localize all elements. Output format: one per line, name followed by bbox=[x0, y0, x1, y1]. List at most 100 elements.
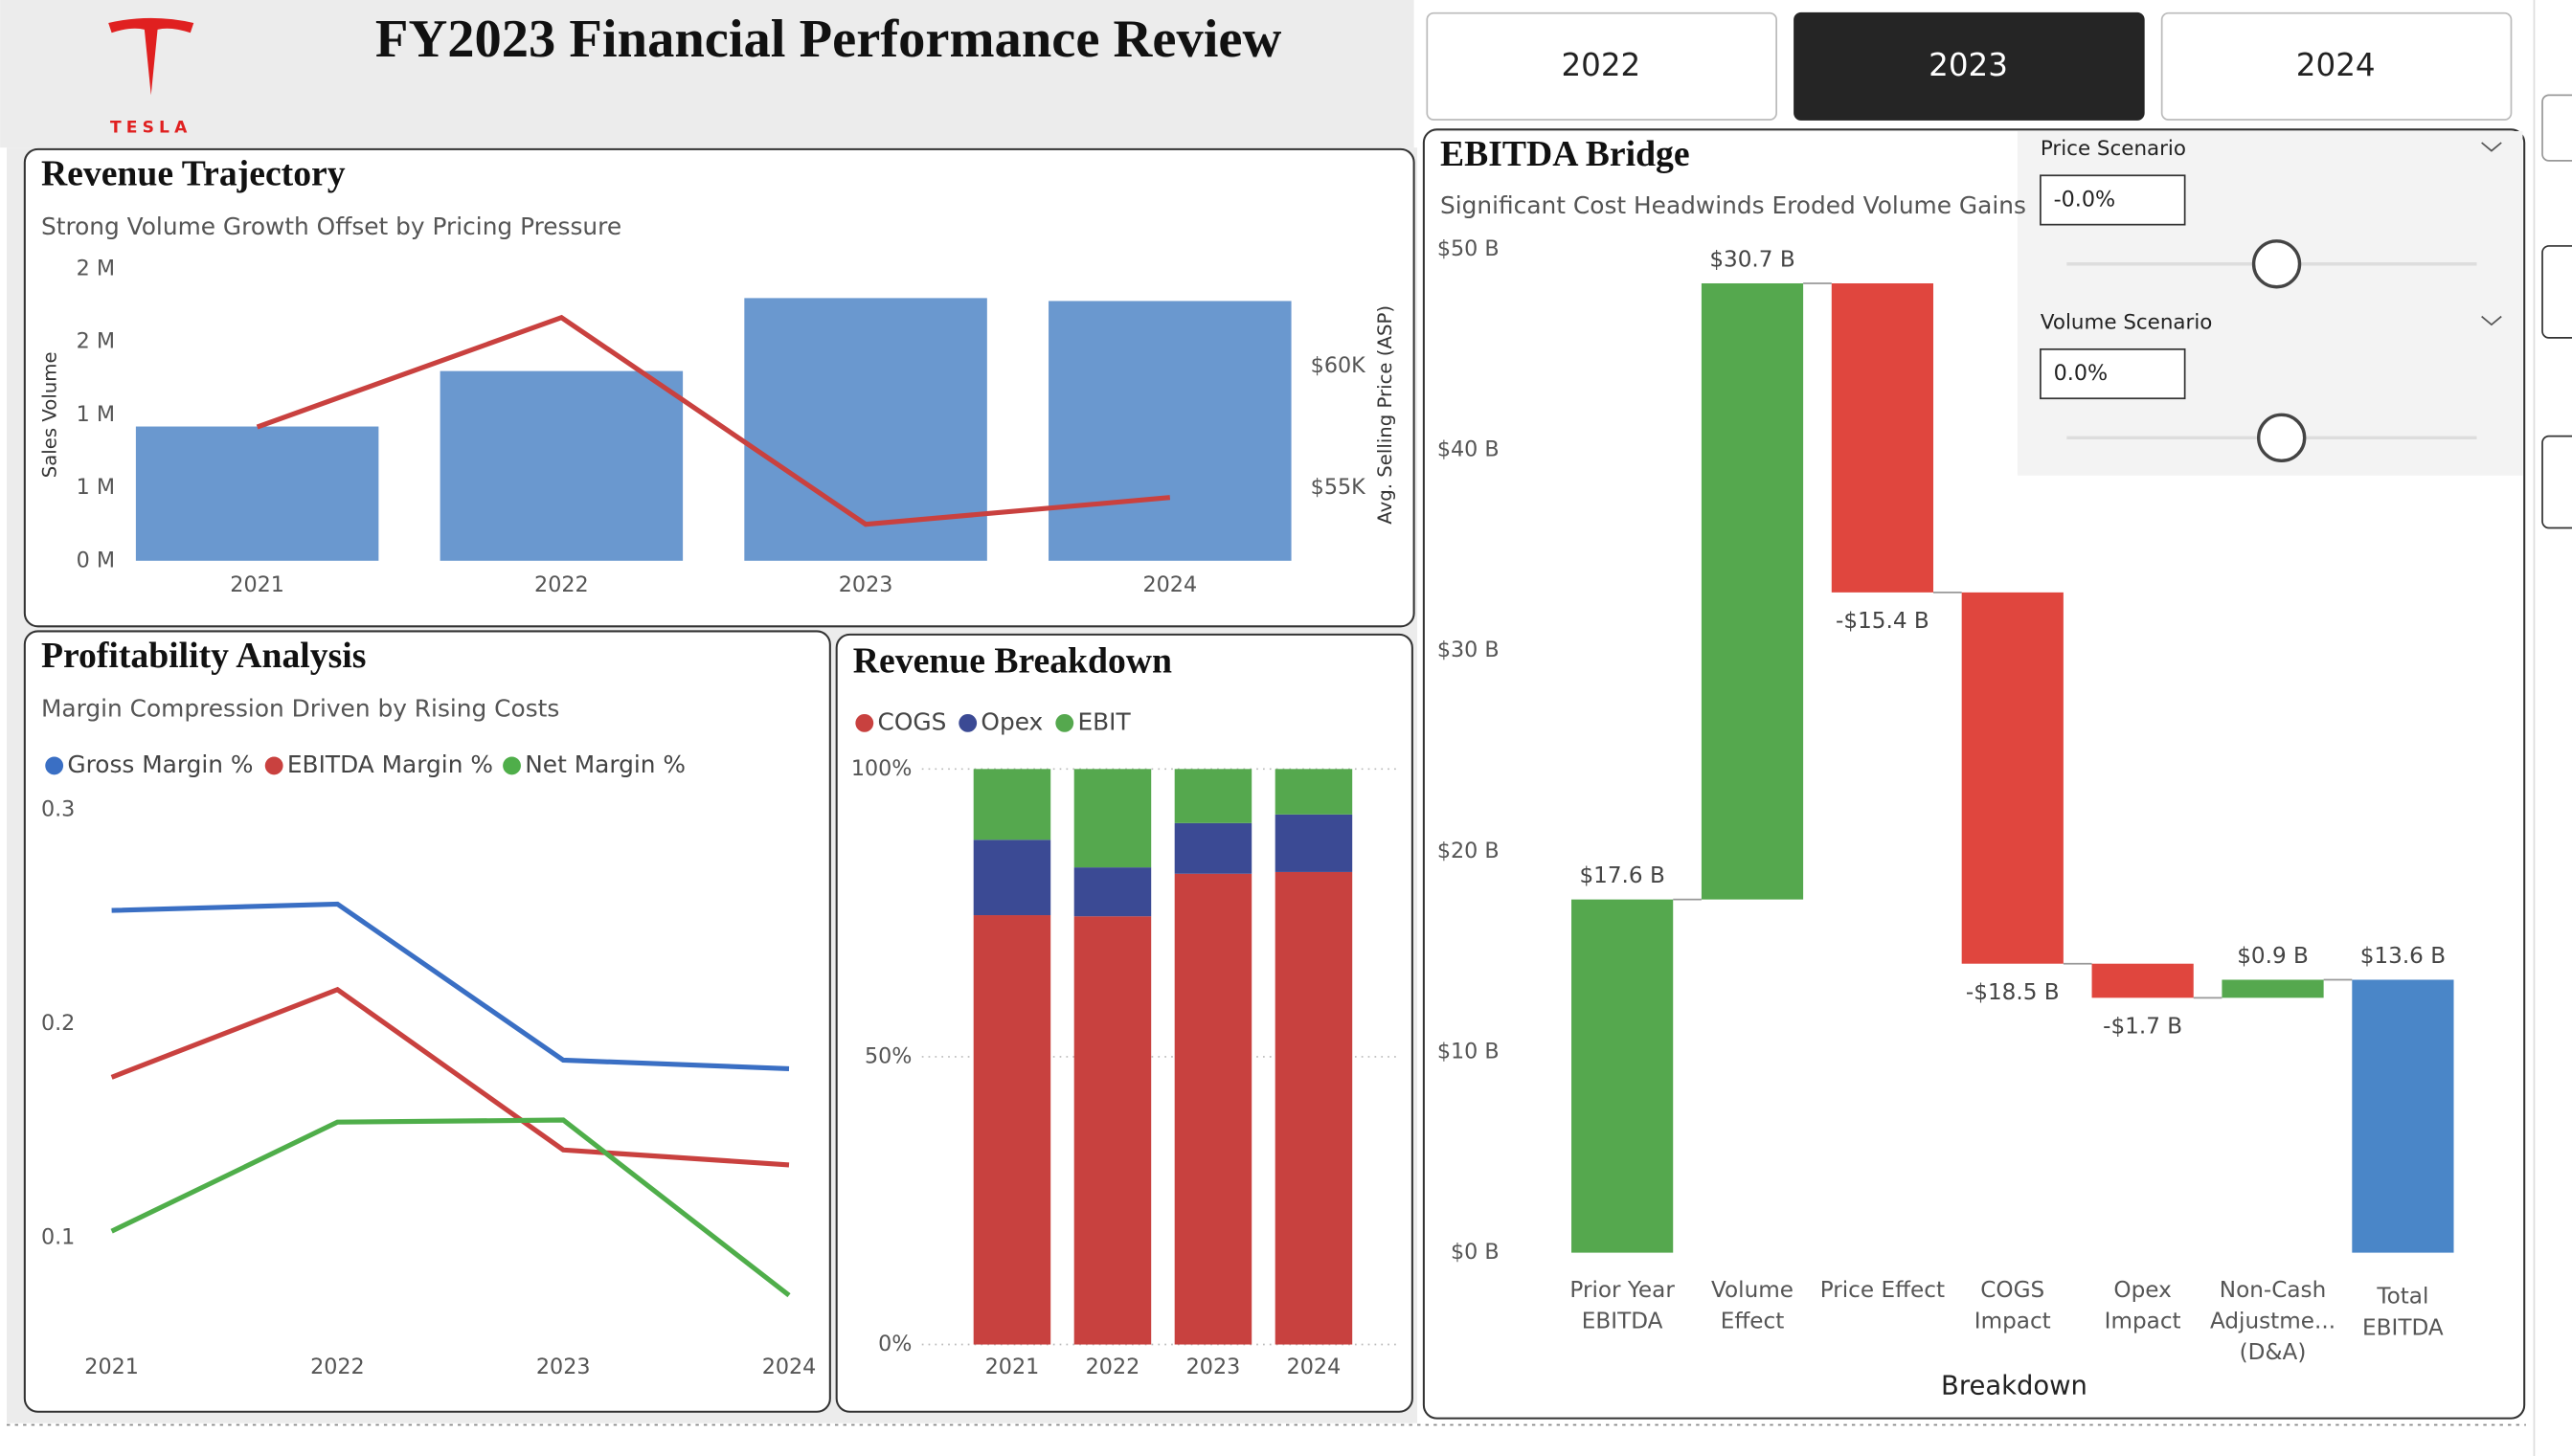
y-tick-label: $50 B bbox=[1437, 236, 1500, 261]
x-tick-label-box: Opex Impact bbox=[2105, 1277, 2181, 1334]
year-button-label[interactable]: 2024 bbox=[2296, 47, 2376, 83]
bar-segment bbox=[1073, 916, 1152, 1345]
bar bbox=[135, 426, 379, 561]
x-tick-label: 2023 bbox=[536, 1355, 591, 1379]
y-tick-label: $0 B bbox=[1451, 1240, 1500, 1265]
y-tick-label: 2 M bbox=[77, 329, 115, 354]
value-label: $17.6 B bbox=[1579, 863, 1664, 888]
year-button[interactable] bbox=[2160, 11, 2513, 121]
legend-label: Gross Margin % bbox=[67, 750, 253, 778]
x-tick-label: 2021 bbox=[84, 1355, 139, 1379]
x-tick-label: 2024 bbox=[1143, 572, 1198, 597]
bar bbox=[2222, 979, 2324, 998]
slicer-label: Price Scenario bbox=[2041, 137, 2186, 161]
x-tick-label: 2024 bbox=[1287, 1355, 1342, 1379]
y-tick-label: $30 B bbox=[1437, 638, 1500, 662]
logo bbox=[108, 17, 194, 96]
bar bbox=[1831, 282, 1933, 593]
bar-segment bbox=[1275, 814, 1353, 872]
year-button-label[interactable]: 2022 bbox=[1561, 47, 1640, 83]
x-tick-label: 2023 bbox=[839, 572, 893, 597]
y-tick-label: 0.1 bbox=[41, 1224, 75, 1249]
year-button-label[interactable]: 2023 bbox=[1929, 47, 2008, 83]
bar-segment bbox=[973, 915, 1051, 1345]
x-tick-label-box: Price Effect bbox=[1819, 1277, 1946, 1304]
bar bbox=[1571, 899, 1674, 1253]
y-axis-title: Sales Volume bbox=[39, 351, 61, 478]
chart-title: Profitability Analysis bbox=[41, 636, 366, 676]
bar bbox=[1961, 592, 2064, 964]
bar bbox=[2352, 979, 2454, 1253]
x-tick-label-box: Volume Effect bbox=[1711, 1277, 1794, 1334]
year-button[interactable] bbox=[1794, 11, 2145, 121]
chart-title: Revenue Breakdown bbox=[853, 640, 1172, 681]
y-tick-label: 1 M bbox=[77, 475, 115, 500]
bar bbox=[1049, 301, 1292, 561]
bar bbox=[1701, 282, 1804, 900]
y-tick-label: 0.3 bbox=[41, 797, 75, 822]
bar-segment bbox=[1073, 867, 1152, 917]
line bbox=[256, 314, 1171, 527]
slider-thumb[interactable] bbox=[2257, 413, 2307, 463]
y-tick-label: 0.2 bbox=[41, 1011, 75, 1036]
legend-marker bbox=[1055, 713, 1074, 732]
value-label: -$15.4 B bbox=[1836, 609, 1929, 634]
sidebar-box bbox=[2541, 245, 2572, 339]
legend-label: EBITDA Margin % bbox=[287, 750, 493, 778]
chevron bbox=[2481, 142, 2502, 152]
chart-title: EBITDA Bridge bbox=[1440, 134, 1690, 174]
y-tick-label: $20 B bbox=[1437, 839, 1500, 863]
chart-title: Revenue Trajectory bbox=[41, 154, 346, 194]
x-tick-label: 2022 bbox=[1086, 1355, 1140, 1379]
y-tick-label: 0 M bbox=[77, 548, 115, 572]
line bbox=[111, 901, 790, 1071]
chart-subtitle: Margin Compression Driven by Rising Cost… bbox=[41, 695, 559, 723]
bar-segment bbox=[1174, 873, 1252, 1345]
slicer-value: -0.0% bbox=[2054, 187, 2116, 212]
chart-subtitle: Strong Volume Growth Offset by Pricing P… bbox=[41, 213, 621, 240]
legend-marker bbox=[855, 713, 874, 732]
x-tick-label: Price Effect bbox=[1819, 1277, 1946, 1304]
bar bbox=[2091, 963, 2194, 998]
x-tick-label-box: Non-Cash Adjustme... (D&A) bbox=[2209, 1277, 2336, 1366]
y2-axis-title: Avg. Selling Price (ASP) bbox=[1374, 305, 1396, 525]
slider-thumb[interactable] bbox=[2251, 239, 2302, 289]
x-tick-label: Total EBITDA bbox=[2362, 1284, 2444, 1342]
legend-label: Net Margin % bbox=[525, 750, 686, 778]
logo-text: TESLA bbox=[110, 119, 192, 138]
bar-segment bbox=[1275, 871, 1353, 1345]
y-tick-label: 50% bbox=[865, 1043, 912, 1068]
y-tick-label: 0% bbox=[878, 1332, 912, 1356]
legend-marker bbox=[264, 756, 283, 775]
bar-segment bbox=[1174, 769, 1252, 823]
x-tick-label-box: Prior Year EBITDA bbox=[1569, 1277, 1675, 1335]
slicer-input[interactable] bbox=[2040, 347, 2186, 400]
y2-tick-label: $55K bbox=[1311, 475, 1366, 500]
line bbox=[110, 1117, 791, 1298]
x-tick-label: 2022 bbox=[534, 572, 589, 597]
sidebar-box bbox=[2541, 435, 2572, 529]
value-label: $13.6 B bbox=[2360, 944, 2446, 969]
x-tick-label: Prior Year EBITDA bbox=[1569, 1277, 1675, 1335]
bar-segment bbox=[1275, 769, 1353, 815]
y-tick-label: 1 M bbox=[77, 402, 115, 427]
legend-label: Opex bbox=[981, 707, 1043, 735]
x-tick-label: Non-Cash Adjustme... (D&A) bbox=[2209, 1277, 2336, 1366]
legend-label: COGS bbox=[878, 707, 947, 735]
year-button[interactable] bbox=[1426, 11, 1777, 121]
chevron bbox=[2481, 315, 2502, 326]
x-tick-label-box: Total EBITDA bbox=[2362, 1284, 2444, 1342]
y2-tick-label: $60K bbox=[1311, 353, 1366, 378]
x-tick-label: 2024 bbox=[762, 1355, 817, 1379]
legend-marker bbox=[45, 756, 64, 775]
value-label: -$18.5 B bbox=[1966, 980, 2060, 1005]
slicer-input[interactable] bbox=[2040, 174, 2186, 226]
bar bbox=[440, 370, 684, 561]
legend-marker bbox=[959, 713, 978, 732]
page-title: FY2023 Financial Performance Review bbox=[375, 10, 1282, 69]
chart-subtitle: Significant Cost Headwinds Eroded Volume… bbox=[1440, 191, 2026, 219]
x-tick-label: 2021 bbox=[985, 1355, 1040, 1379]
y-tick-label: $40 B bbox=[1437, 437, 1500, 462]
legend-label: EBIT bbox=[1077, 707, 1131, 735]
